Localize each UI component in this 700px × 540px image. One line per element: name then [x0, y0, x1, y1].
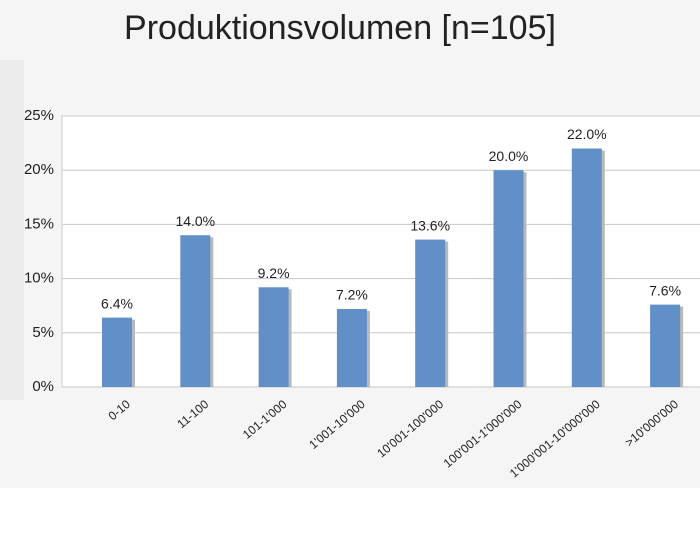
bar — [258, 287, 289, 387]
bar — [415, 239, 446, 387]
value-label: 6.4% — [101, 295, 133, 311]
y-tick-label: 5% — [32, 324, 54, 341]
left-shade — [0, 60, 24, 400]
y-tick-label: 0% — [32, 378, 54, 395]
y-tick-label: 10% — [24, 270, 54, 287]
bar — [180, 235, 211, 387]
y-tick-label: 20% — [24, 161, 54, 178]
y-tick-label: 15% — [24, 215, 54, 232]
bar — [493, 170, 524, 387]
value-label: 22.0% — [567, 126, 607, 142]
value-label: 7.2% — [336, 287, 368, 303]
chart-title: Produktionsvolumen [n=105] — [124, 9, 556, 47]
y-tick-label: 25% — [24, 107, 54, 124]
bar — [336, 308, 367, 387]
value-label: 14.0% — [175, 213, 215, 229]
value-label: 9.2% — [258, 265, 290, 281]
value-label: 7.6% — [649, 282, 681, 298]
value-label: 20.0% — [489, 148, 529, 164]
bar — [650, 304, 681, 387]
bar — [102, 317, 132, 387]
value-label: 13.6% — [410, 217, 450, 233]
bar — [571, 148, 602, 387]
